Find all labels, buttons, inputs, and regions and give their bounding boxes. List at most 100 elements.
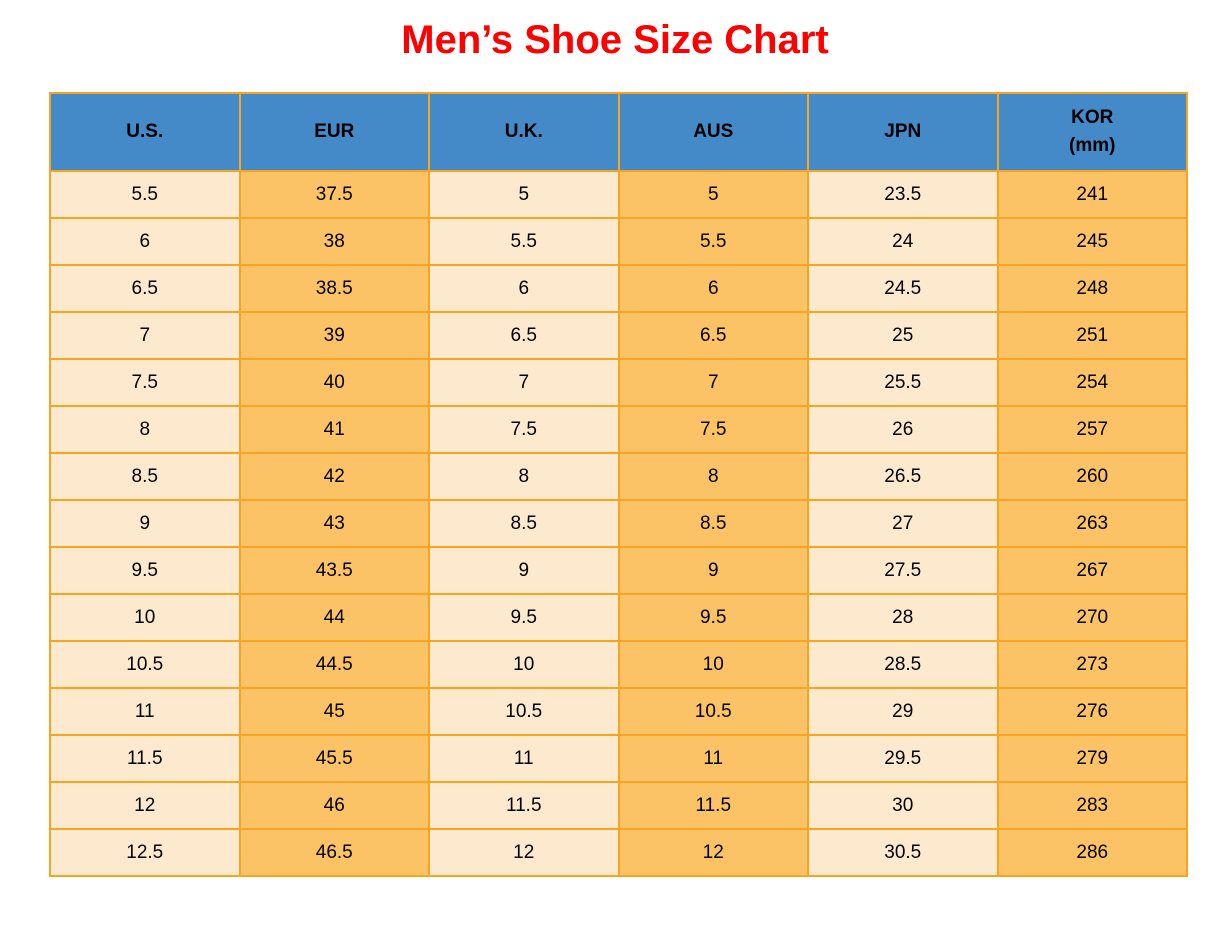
cell-us: 7.5 xyxy=(49,358,241,407)
table-row: 7 39 6.5 6.5 25 251 xyxy=(49,311,1188,360)
column-label: U.S. xyxy=(126,121,164,143)
table-row: 7.5 40 7 7 25.5 254 xyxy=(49,358,1188,407)
cell-aus: 8 xyxy=(617,452,809,501)
cell-eur: 37.5 xyxy=(238,170,430,219)
cell-us: 5.5 xyxy=(49,170,241,219)
cell-kor: 263 xyxy=(996,499,1188,548)
cell-us: 12.5 xyxy=(49,828,241,877)
cell-aus: 11 xyxy=(617,734,809,783)
cell-eur: 45.5 xyxy=(238,734,430,783)
cell-kor: 260 xyxy=(996,452,1188,501)
cell-us: 7 xyxy=(49,311,241,360)
cell-aus: 10.5 xyxy=(617,687,809,736)
table-row: 10.5 44.5 10 10 28.5 273 xyxy=(49,640,1188,689)
cell-uk: 8.5 xyxy=(428,499,620,548)
cell-jpn: 26.5 xyxy=(807,452,999,501)
table-row: 10 44 9.5 9.5 28 270 xyxy=(49,593,1188,642)
cell-uk: 9.5 xyxy=(428,593,620,642)
cell-jpn: 29.5 xyxy=(807,734,999,783)
page: Men’s Shoe Size Chart U.S. EUR U.K. AUS JPN K… xyxy=(0,18,1230,877)
cell-eur: 44.5 xyxy=(238,640,430,689)
cell-jpn: 23.5 xyxy=(807,170,999,219)
cell-eur: 38.5 xyxy=(238,264,430,313)
column-header-kor: KOR (mm) xyxy=(996,92,1188,172)
cell-kor: 270 xyxy=(996,593,1188,642)
cell-eur: 46.5 xyxy=(238,828,430,877)
shoe-size-table: U.S. EUR U.K. AUS JPN KOR (mm) 5.5 37.5 5 5 23.5 24… xyxy=(49,92,1188,877)
cell-jpn: 26 xyxy=(807,405,999,454)
cell-kor: 286 xyxy=(996,828,1188,877)
cell-kor: 257 xyxy=(996,405,1188,454)
cell-us: 10 xyxy=(49,593,241,642)
cell-uk: 6.5 xyxy=(428,311,620,360)
cell-kor: 267 xyxy=(996,546,1188,595)
cell-kor: 248 xyxy=(996,264,1188,313)
cell-kor: 245 xyxy=(996,217,1188,266)
cell-aus: 5.5 xyxy=(617,217,809,266)
cell-aus: 12 xyxy=(617,828,809,877)
cell-uk: 5.5 xyxy=(428,217,620,266)
cell-us: 8.5 xyxy=(49,452,241,501)
cell-jpn: 25 xyxy=(807,311,999,360)
table-row: 9.5 43.5 9 9 27.5 267 xyxy=(49,546,1188,595)
cell-kor: 283 xyxy=(996,781,1188,830)
cell-uk: 12 xyxy=(428,828,620,877)
header-row: U.S. EUR U.K. AUS JPN KOR (mm) xyxy=(49,92,1188,172)
cell-uk: 9 xyxy=(428,546,620,595)
cell-us: 12 xyxy=(49,781,241,830)
column-header-uk: U.K. xyxy=(428,92,620,172)
table-row: 9 43 8.5 8.5 27 263 xyxy=(49,499,1188,548)
table-header: U.S. EUR U.K. AUS JPN KOR (mm) xyxy=(49,92,1188,172)
cell-kor: 276 xyxy=(996,687,1188,736)
cell-kor: 251 xyxy=(996,311,1188,360)
cell-eur: 45 xyxy=(238,687,430,736)
cell-eur: 38 xyxy=(238,217,430,266)
cell-eur: 46 xyxy=(238,781,430,830)
column-sublabel: (mm) xyxy=(1069,135,1116,156)
table-row: 6.5 38.5 6 6 24.5 248 xyxy=(49,264,1188,313)
cell-uk: 10 xyxy=(428,640,620,689)
cell-uk: 8 xyxy=(428,452,620,501)
cell-us: 10.5 xyxy=(49,640,241,689)
cell-jpn: 30 xyxy=(807,781,999,830)
table-row: 11 45 10.5 10.5 29 276 xyxy=(49,687,1188,736)
cell-us: 6.5 xyxy=(49,264,241,313)
cell-jpn: 30.5 xyxy=(807,828,999,877)
cell-eur: 43 xyxy=(238,499,430,548)
cell-aus: 6.5 xyxy=(617,311,809,360)
cell-aus: 10 xyxy=(617,640,809,689)
cell-eur: 43.5 xyxy=(238,546,430,595)
column-label: U.K. xyxy=(504,121,543,143)
cell-us: 11.5 xyxy=(49,734,241,783)
column-header-aus: AUS xyxy=(617,92,809,172)
cell-aus: 9.5 xyxy=(617,593,809,642)
cell-uk: 5 xyxy=(428,170,620,219)
cell-uk: 11 xyxy=(428,734,620,783)
cell-eur: 42 xyxy=(238,452,430,501)
column-label: JPN xyxy=(884,121,922,143)
column-label: KOR xyxy=(1071,107,1114,129)
cell-uk: 7.5 xyxy=(428,405,620,454)
column-header-us: U.S. xyxy=(49,92,241,172)
cell-eur: 44 xyxy=(238,593,430,642)
cell-us: 9.5 xyxy=(49,546,241,595)
table-row: 12 46 11.5 11.5 30 283 xyxy=(49,781,1188,830)
cell-aus: 11.5 xyxy=(617,781,809,830)
table-row: 8.5 42 8 8 26.5 260 xyxy=(49,452,1188,501)
table-body: 5.5 37.5 5 5 23.5 241 6 38 5.5 5.5 24 245 6.5 38.5 6 6 2… xyxy=(49,170,1188,877)
cell-us: 11 xyxy=(49,687,241,736)
cell-aus: 8.5 xyxy=(617,499,809,548)
cell-uk: 11.5 xyxy=(428,781,620,830)
column-label: EUR xyxy=(314,121,355,143)
column-label: AUS xyxy=(693,121,734,143)
cell-jpn: 29 xyxy=(807,687,999,736)
cell-uk: 10.5 xyxy=(428,687,620,736)
cell-kor: 279 xyxy=(996,734,1188,783)
cell-uk: 6 xyxy=(428,264,620,313)
cell-aus: 7 xyxy=(617,358,809,407)
cell-jpn: 28.5 xyxy=(807,640,999,689)
cell-eur: 39 xyxy=(238,311,430,360)
table-row: 5.5 37.5 5 5 23.5 241 xyxy=(49,170,1188,219)
cell-aus: 6 xyxy=(617,264,809,313)
cell-kor: 241 xyxy=(996,170,1188,219)
